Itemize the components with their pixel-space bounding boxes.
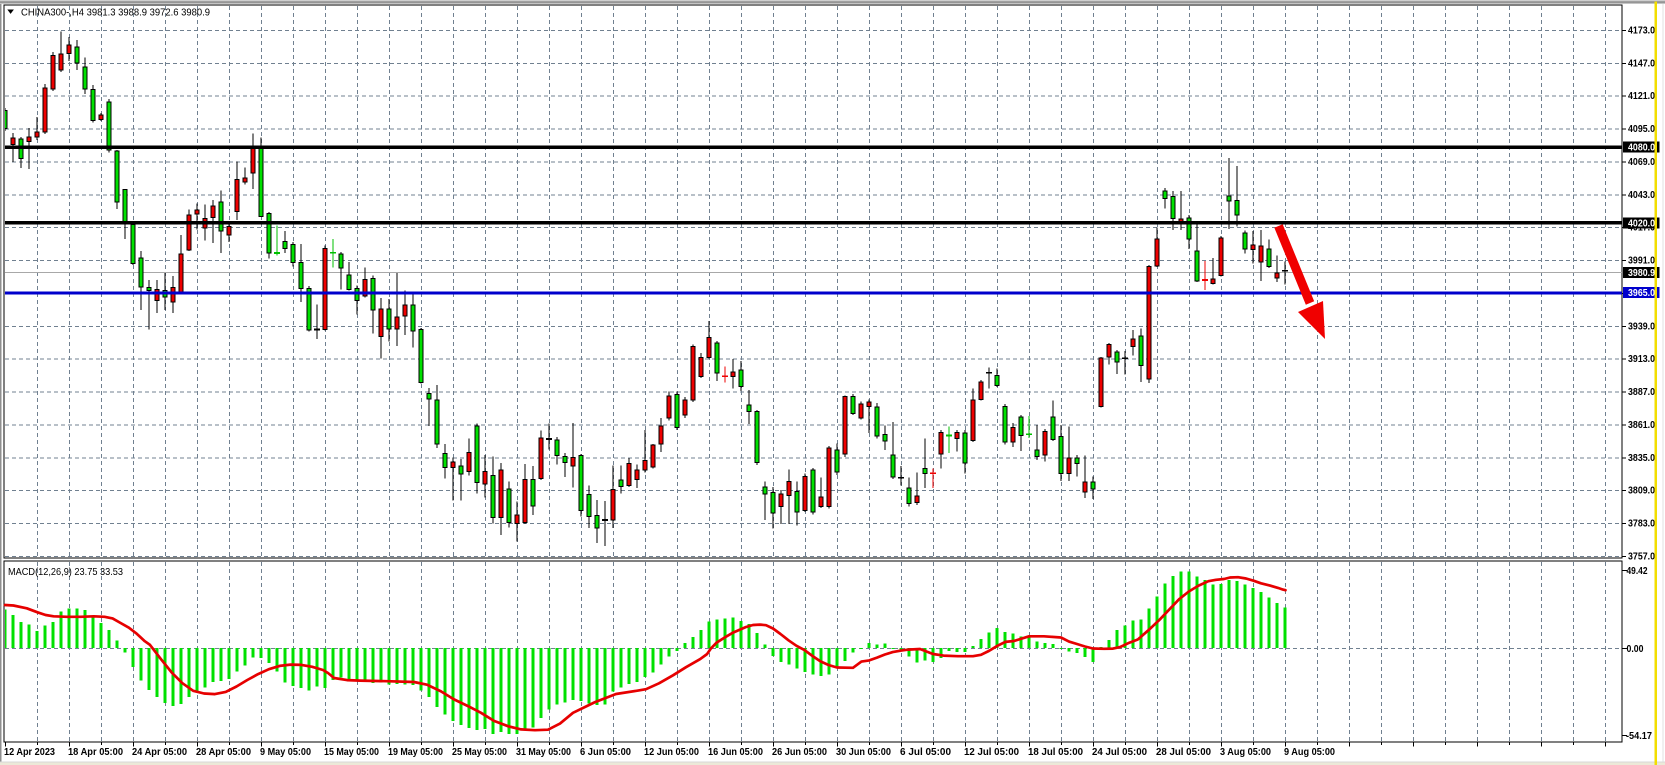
svg-text:12 Jul 05:00: 12 Jul 05:00 [964,747,1019,758]
svg-text:3 Aug 05:00: 3 Aug 05:00 [1220,747,1271,758]
svg-text:4043.0: 4043.0 [1628,190,1655,201]
svg-text:CHINA300-,H4 3981.3 3988.9 39: CHINA300-,H4 3981.3 3988.9 3972.6 3980.9 [21,7,210,19]
svg-text:3809.0: 3809.0 [1628,486,1655,497]
svg-text:3757.0: 3757.0 [1628,552,1655,563]
svg-text:49.42: 49.42 [1627,566,1648,577]
svg-text:6 Jun 05:00: 6 Jun 05:00 [580,747,631,758]
svg-text:15 May 05:00: 15 May 05:00 [324,747,379,758]
svg-text:24 Apr 05:00: 24 Apr 05:00 [132,747,187,758]
svg-text:18 Apr 05:00: 18 Apr 05:00 [68,747,123,758]
svg-text:MACD(12,26,9) 23.75 33.53: MACD(12,26,9) 23.75 33.53 [8,566,123,578]
svg-text:4095.0: 4095.0 [1628,124,1655,135]
svg-text:4147.0: 4147.0 [1628,58,1655,69]
svg-text:3939.0: 3939.0 [1628,321,1655,332]
svg-text:3887.0: 3887.0 [1628,387,1655,398]
svg-text:30 Jun 05:00: 30 Jun 05:00 [836,747,891,758]
svg-text:3965.0: 3965.0 [1628,288,1655,299]
svg-text:3980.9: 3980.9 [1628,268,1655,279]
svg-text:3835.0: 3835.0 [1628,453,1655,464]
svg-text:3991.0: 3991.0 [1628,256,1655,267]
svg-text:18 Jul 05:00: 18 Jul 05:00 [1028,747,1083,758]
svg-text:4080.0: 4080.0 [1628,143,1655,154]
svg-text:26 Jun 05:00: 26 Jun 05:00 [772,747,827,758]
svg-text:3913.0: 3913.0 [1628,354,1655,365]
svg-text:16 Jun 05:00: 16 Jun 05:00 [708,747,763,758]
svg-text:24 Jul 05:00: 24 Jul 05:00 [1092,747,1147,758]
svg-text:9 May 05:00: 9 May 05:00 [260,747,311,758]
svg-text:19 May 05:00: 19 May 05:00 [388,747,443,758]
svg-text:4069.0: 4069.0 [1628,157,1655,168]
svg-text:9 Aug 05:00: 9 Aug 05:00 [1284,747,1335,758]
svg-text:3783.0: 3783.0 [1628,519,1655,530]
svg-text:4173.0: 4173.0 [1628,26,1655,37]
svg-text:12 Apr 2023: 12 Apr 2023 [4,747,55,758]
svg-text:4020.0: 4020.0 [1628,218,1655,229]
svg-text:4121.0: 4121.0 [1628,91,1655,102]
svg-text:28 Jul 05:00: 28 Jul 05:00 [1156,747,1211,758]
svg-text:12 Jun 05:00: 12 Jun 05:00 [644,747,699,758]
svg-text:0.00: 0.00 [1627,644,1644,655]
svg-text:28 Apr 05:00: 28 Apr 05:00 [196,747,251,758]
svg-text:31 May 05:00: 31 May 05:00 [516,747,571,758]
svg-text:25 May 05:00: 25 May 05:00 [452,747,507,758]
svg-text:-54.17: -54.17 [1626,731,1652,742]
svg-text:3861.0: 3861.0 [1628,420,1655,431]
svg-text:6 Jul 05:00: 6 Jul 05:00 [900,747,951,758]
